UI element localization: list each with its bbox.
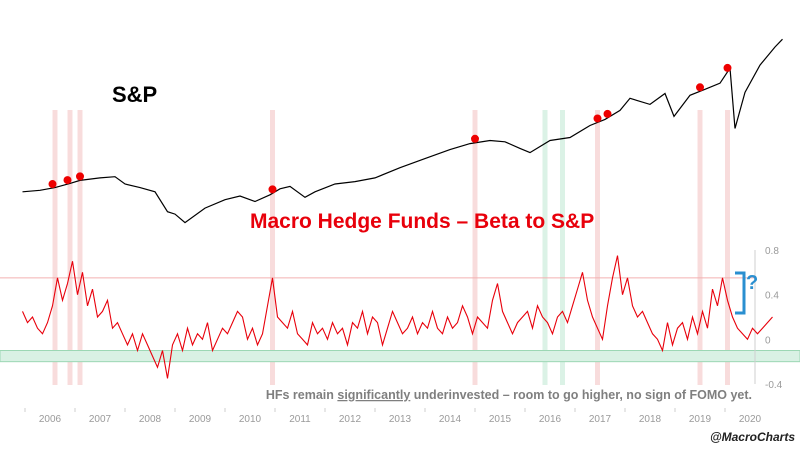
x-tick-label: 2007 (89, 414, 112, 425)
credit-text: @MacroCharts (710, 430, 795, 444)
sp-label: S&P (112, 82, 157, 107)
peak-marker (471, 134, 479, 143)
x-tick-label: 2012 (339, 414, 362, 425)
red-highlight-band (472, 110, 478, 385)
peak-markers (48, 63, 732, 194)
green-highlight-band (560, 110, 565, 385)
bracket-marker (735, 271, 746, 315)
x-tick-label: 2014 (439, 414, 462, 425)
y-tick-label: 0.8 (765, 246, 779, 257)
x-tick-label: 2018 (639, 414, 662, 425)
x-tick-label: 2015 (489, 414, 512, 425)
x-tick-label: 2011 (289, 414, 311, 425)
x-tick-label: 2013 (389, 414, 412, 425)
x-tick-label: 2016 (539, 414, 562, 425)
green-highlight-band (542, 110, 548, 385)
peak-marker (48, 180, 57, 189)
peak-marker (696, 83, 704, 92)
annotation-suffix: underinvested – room to go higher, no si… (410, 388, 752, 402)
peak-marker (603, 109, 612, 118)
peak-marker (76, 172, 84, 181)
x-axis-ticks: 2006 2007 2008 2009 2010 2011 2012 2013 2014 2015… (24, 408, 762, 425)
peak-marker (268, 185, 277, 194)
beta-series-line (21, 255, 773, 379)
annotation-emphasis: significantly (337, 388, 410, 402)
y-tick-label: 0 (765, 335, 771, 346)
red-highlight-band (697, 110, 703, 385)
red-highlight-band (67, 110, 73, 385)
peak-marker (63, 176, 72, 185)
x-tick-label: 2020 (739, 414, 762, 425)
question-mark: ? (746, 272, 758, 294)
y-axis-ticks: 0.8 0.4 0 -0.4 (765, 246, 783, 391)
highlight-bands (52, 110, 730, 385)
underinvested-band (0, 350, 800, 363)
x-tick-label: 2010 (239, 414, 262, 425)
x-tick-label: 2019 (689, 414, 712, 425)
y-tick-label: -0.4 (765, 380, 783, 391)
peak-marker (593, 114, 602, 123)
red-highlight-band (77, 110, 83, 385)
x-tick-label: 2008 (139, 414, 162, 425)
chart-title: Macro Hedge Funds – Beta to S&P (250, 210, 594, 233)
annotation-prefix: HFs remain (266, 388, 338, 402)
y-tick-label: 0.4 (765, 291, 779, 302)
peak-marker (723, 63, 732, 72)
annotation-text: HFs remain significantly underinvested –… (266, 388, 752, 402)
red-highlight-band (725, 110, 730, 385)
x-tick-label: 2009 (189, 414, 212, 425)
red-highlight-band (52, 110, 58, 385)
sp-series-line (22, 38, 783, 224)
red-highlight-band (595, 110, 600, 385)
x-tick-label: 2017 (589, 414, 612, 425)
x-tick-label: 2006 (39, 414, 62, 425)
red-highlight-band (270, 110, 275, 385)
